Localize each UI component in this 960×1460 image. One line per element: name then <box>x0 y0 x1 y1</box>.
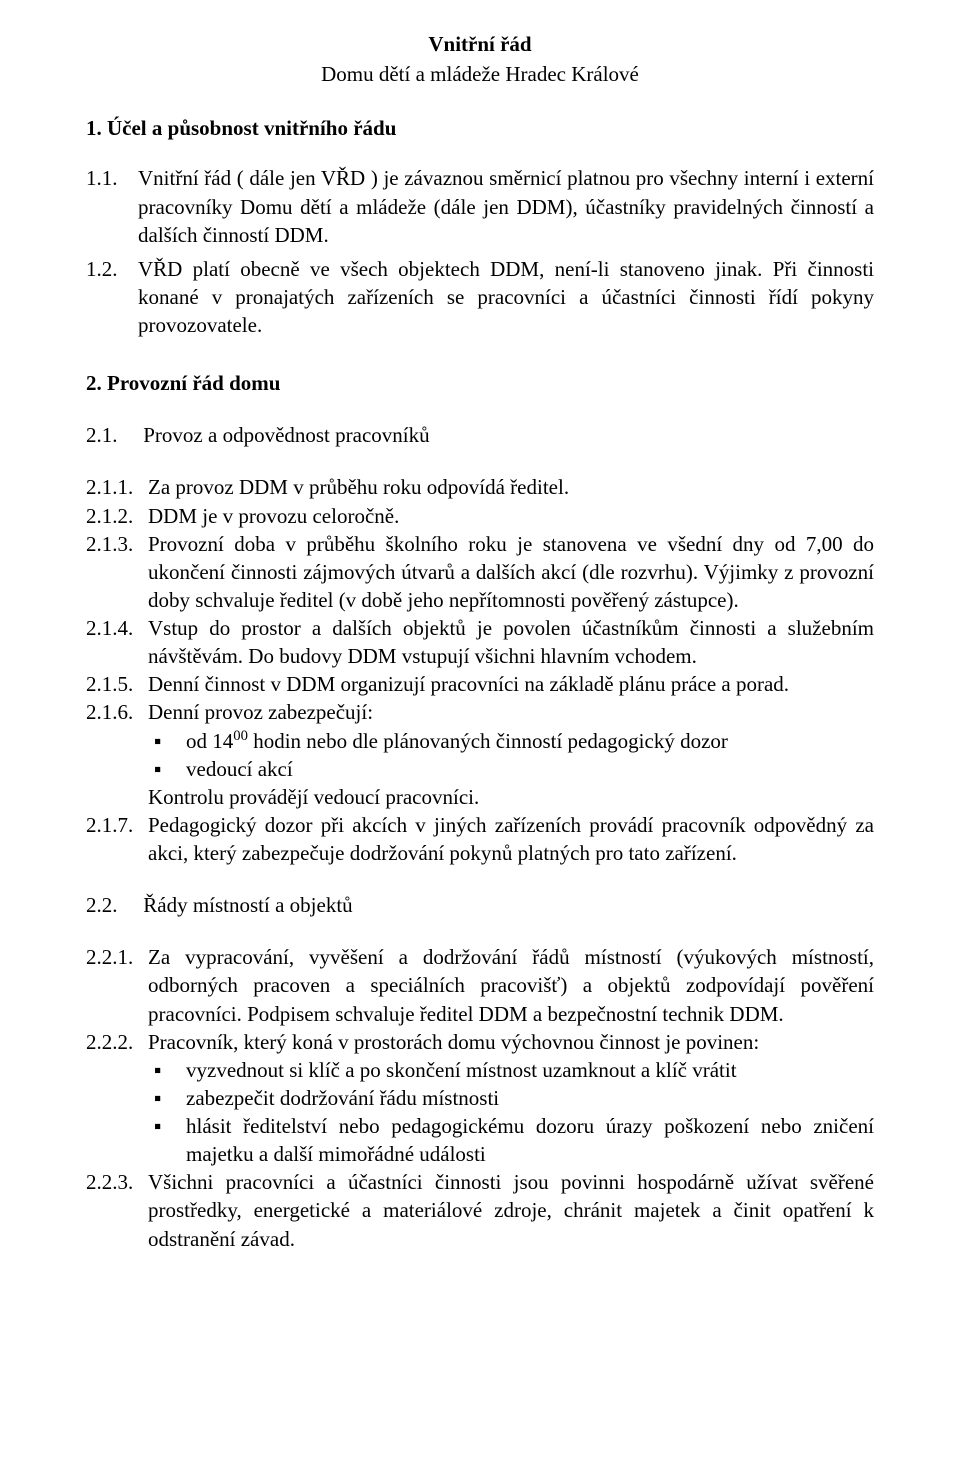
bullet-item: ▪ od 1400 hodin nebo dle plánovaných čin… <box>148 727 874 755</box>
para-text: VŘD platí obecně ve všech objektech DDM,… <box>138 255 874 339</box>
item-text: Za vypracování, vyvěšení a dodržování řá… <box>148 943 874 1027</box>
bullet-text: hlásit ředitelství nebo pedagogickému do… <box>186 1112 874 1168</box>
item-text: Denní provoz zabezpečují: ▪ od 1400 hodi… <box>148 698 874 811</box>
square-bullet-icon: ▪ <box>148 1084 186 1112</box>
subsection-2-1-heading: 2.1. Provoz a odpovědnost pracovníků <box>86 421 874 449</box>
bullet-item: ▪ zabezpečit dodržování řádu místnosti <box>148 1084 874 1112</box>
time-prefix: od 14 <box>186 729 233 753</box>
item-number: 2.2.3. <box>86 1168 148 1252</box>
item-text: Všichni pracovníci a účastníci činnosti … <box>148 1168 874 1252</box>
time-superscript: 00 <box>233 728 248 744</box>
item-number: 2.1.3. <box>86 530 148 614</box>
item-2-1-4: 2.1.4. Vstup do prostor a dalších objekt… <box>86 614 874 670</box>
item-lead-text: Denní provoz zabezpečují: <box>148 700 373 724</box>
item-2-1-3: 2.1.3. Provozní doba v průběhu školního … <box>86 530 874 614</box>
item-number: 2.1.1. <box>86 473 148 501</box>
item-text: Pracovník, který koná v prostorách domu … <box>148 1028 874 1169</box>
item-text: DDM je v provozu celoročně. <box>148 502 874 530</box>
subsection-label: Provoz a odpovědnost pracovníků <box>143 423 429 447</box>
item-2-2-2: 2.2.2. Pracovník, který koná v prostorác… <box>86 1028 874 1169</box>
document-subtitle: Domu dětí a mládeže Hradec Králové <box>86 60 874 88</box>
para-number: 1.1. <box>86 164 138 248</box>
bullet-item: ▪ hlásit ředitelství nebo pedagogickému … <box>148 1112 874 1168</box>
bullet-list: ▪ vyzvednout si klíč a po skončení místn… <box>148 1056 874 1169</box>
item-2-2-3: 2.2.3. Všichni pracovníci a účastníci či… <box>86 1168 874 1252</box>
bullet-text: vyzvednout si klíč a po skončení místnos… <box>186 1056 874 1084</box>
item-text: Pedagogický dozor při akcích v jiných za… <box>148 811 874 867</box>
document-page: Vnitřní řád Domu dětí a mládeže Hradec K… <box>0 0 960 1460</box>
para-1-2: 1.2. VŘD platí obecně ve všech objektech… <box>86 255 874 339</box>
bullet-text: zabezpečit dodržování řádu místnosti <box>186 1084 874 1112</box>
item-number: 2.1.5. <box>86 670 148 698</box>
continuation-text: Kontrolu provádějí vedoucí pracovníci. <box>148 783 874 811</box>
bullet-text: od 1400 hodin nebo dle plánovaných činno… <box>186 727 874 755</box>
item-text: Za provoz DDM v průběhu roku odpovídá ře… <box>148 473 874 501</box>
item-2-1-7: 2.1.7. Pedagogický dozor při akcích v ji… <box>86 811 874 867</box>
square-bullet-icon: ▪ <box>148 755 186 783</box>
item-2-1-2: 2.1.2. DDM je v provozu celoročně. <box>86 502 874 530</box>
square-bullet-icon: ▪ <box>148 1112 186 1168</box>
square-bullet-icon: ▪ <box>148 727 186 755</box>
para-1-1: 1.1. Vnitřní řád ( dále jen VŘD ) je záv… <box>86 164 874 248</box>
item-number: 2.2.2. <box>86 1028 148 1169</box>
item-number: 2.1.6. <box>86 698 148 811</box>
bullet-item: ▪ vedoucí akcí <box>148 755 874 783</box>
para-text: Vnitřní řád ( dále jen VŘD ) je závaznou… <box>138 164 874 248</box>
subsection-number: 2.2. <box>86 891 138 919</box>
document-title: Vnitřní řád <box>86 30 874 58</box>
item-2-1-1: 2.1.1. Za provoz DDM v průběhu roku odpo… <box>86 473 874 501</box>
time-suffix: hodin nebo dle plánovaných činností peda… <box>248 729 728 753</box>
subsection-label: Řády místností a objektů <box>143 893 352 917</box>
item-text: Denní činnost v DDM organizují pracovníc… <box>148 670 874 698</box>
para-number: 1.2. <box>86 255 138 339</box>
item-number: 2.1.2. <box>86 502 148 530</box>
bullet-list: ▪ od 1400 hodin nebo dle plánovaných čin… <box>148 727 874 783</box>
item-number: 2.1.4. <box>86 614 148 670</box>
bullet-text: vedoucí akcí <box>186 755 874 783</box>
item-text: Provozní doba v průběhu školního roku je… <box>148 530 874 614</box>
bullet-item: ▪ vyzvednout si klíč a po skončení místn… <box>148 1056 874 1084</box>
item-number: 2.1.7. <box>86 811 148 867</box>
section-1-heading: 1. Účel a působnost vnitřního řádu <box>86 114 874 142</box>
subsection-number: 2.1. <box>86 421 138 449</box>
item-2-2-1: 2.2.1. Za vypracování, vyvěšení a dodržo… <box>86 943 874 1027</box>
item-lead-text: Pracovník, který koná v prostorách domu … <box>148 1030 759 1054</box>
subsection-2-2-heading: 2.2. Řády místností a objektů <box>86 891 874 919</box>
item-text: Vstup do prostor a dalších objektů je po… <box>148 614 874 670</box>
item-number: 2.2.1. <box>86 943 148 1027</box>
item-2-1-6: 2.1.6. Denní provoz zabezpečují: ▪ od 14… <box>86 698 874 811</box>
item-2-1-5: 2.1.5. Denní činnost v DDM organizují pr… <box>86 670 874 698</box>
section-2-heading: 2. Provozní řád domu <box>86 369 874 397</box>
square-bullet-icon: ▪ <box>148 1056 186 1084</box>
